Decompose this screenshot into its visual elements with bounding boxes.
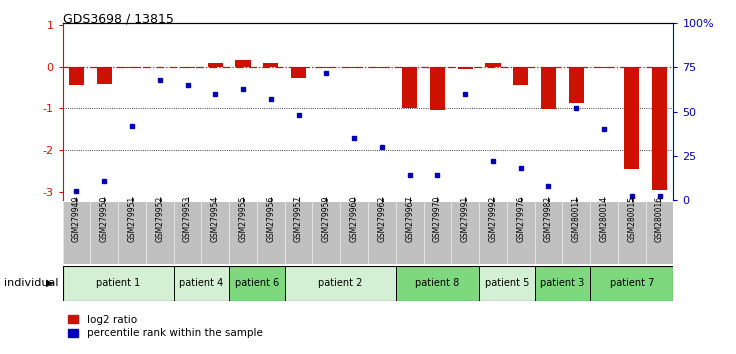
Bar [534, 266, 590, 301]
Bar [396, 266, 479, 301]
Bar [124, 67, 140, 68]
Bar [229, 266, 285, 301]
Legend: log2 ratio, percentile rank within the sample: log2 ratio, percentile rank within the s… [68, 315, 263, 338]
Bar [541, 67, 556, 109]
Text: patient 6: patient 6 [235, 278, 279, 288]
Bar [68, 67, 84, 85]
Bar [236, 61, 251, 67]
Bar [180, 67, 195, 68]
Text: patient 4: patient 4 [180, 278, 224, 288]
Bar [63, 266, 174, 301]
Text: patient 2: patient 2 [318, 278, 362, 288]
Bar [590, 266, 673, 301]
Text: individual: individual [4, 278, 58, 288]
Bar [291, 67, 306, 78]
Text: ▶: ▶ [46, 278, 54, 288]
Bar [513, 67, 528, 85]
Bar [174, 266, 229, 301]
Bar [479, 266, 534, 301]
Bar [569, 67, 584, 103]
Bar [485, 63, 500, 67]
Bar [624, 67, 640, 169]
Text: patient 8: patient 8 [415, 278, 459, 288]
Bar [208, 63, 223, 67]
Bar [458, 67, 473, 69]
Bar [319, 67, 334, 68]
Text: patient 1: patient 1 [96, 278, 141, 288]
Bar [96, 67, 112, 84]
Text: patient 7: patient 7 [609, 278, 654, 288]
Bar [374, 67, 389, 68]
Text: patient 5: patient 5 [484, 278, 529, 288]
Bar [430, 67, 445, 110]
Bar [402, 67, 417, 108]
Text: GDS3698 / 13815: GDS3698 / 13815 [63, 12, 174, 25]
Bar [596, 67, 612, 68]
Text: patient 3: patient 3 [540, 278, 584, 288]
Bar [285, 266, 396, 301]
Bar [347, 67, 362, 68]
Bar [652, 67, 668, 190]
Bar [263, 63, 278, 67]
